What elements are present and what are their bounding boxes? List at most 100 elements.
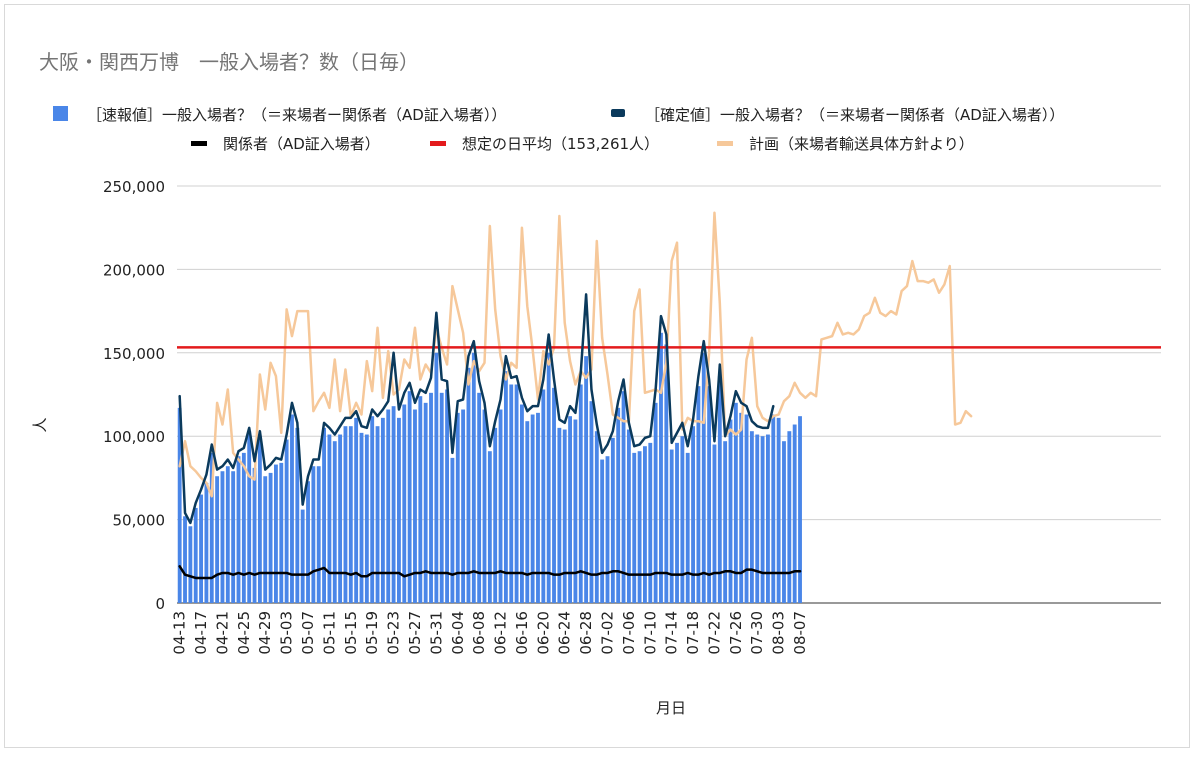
bar-prelim	[263, 476, 268, 603]
bar-prelim	[193, 507, 198, 603]
y-tick-label: 250,000	[103, 178, 165, 196]
x-tick-label: 07-14	[663, 611, 681, 655]
bar-prelim	[536, 412, 540, 603]
x-tick-label: 05-11	[320, 611, 338, 655]
x-tick-label: 07-02	[599, 611, 617, 655]
bar-prelim	[578, 384, 583, 603]
legend-label-plan: 計画（来場者輸送具体方針より）	[749, 135, 974, 153]
x-tick-label: 08-03	[770, 611, 788, 655]
bar-prelim	[439, 392, 444, 603]
bar-prelim	[343, 426, 348, 603]
bar-prelim	[733, 402, 738, 603]
bar-prelim	[798, 416, 802, 603]
x-tick-label: 05-15	[342, 611, 360, 655]
bar-prelim	[648, 442, 653, 603]
x-tick-label: 05-07	[299, 611, 317, 655]
bar-prelim	[546, 352, 551, 603]
y-tick-label: 150,000	[103, 345, 165, 363]
bar-prelim	[514, 384, 519, 603]
bar-prelim	[557, 427, 562, 603]
bar-prelim	[183, 516, 187, 603]
bar-prelim	[471, 352, 476, 603]
bar-prelim	[541, 389, 546, 603]
bar-prelim	[653, 402, 658, 603]
x-tick-label: 06-04	[449, 611, 467, 655]
line-staff	[178, 565, 802, 580]
bar-prelim	[375, 426, 380, 603]
bar-prelim	[241, 452, 246, 603]
bar-prelim	[573, 419, 578, 603]
line-plan	[178, 211, 973, 498]
bar-prelim	[525, 421, 530, 603]
x-axis-label: 月日	[656, 699, 686, 717]
bar-prelim	[776, 417, 781, 603]
bar-prelim	[386, 409, 391, 603]
x-tick-label: 05-31	[427, 611, 445, 655]
bar-prelim	[268, 472, 273, 603]
bar-prelim	[413, 409, 417, 603]
x-tick-label: 05-23	[385, 611, 403, 655]
bar-prelim	[257, 439, 262, 603]
bar-prelim	[199, 494, 203, 603]
x-tick-label: 07-10	[641, 611, 659, 655]
bar-prelim	[562, 429, 567, 603]
bar-prelim	[669, 449, 674, 603]
bar-prelim	[696, 386, 701, 603]
bar-prelim	[659, 332, 663, 603]
x-tick-label: 06-12	[492, 611, 510, 655]
line-series	[177, 211, 1161, 580]
bar-prelim	[466, 367, 471, 603]
x-tick-label: 06-20	[534, 611, 552, 655]
bar-prelim	[493, 427, 498, 603]
bar-prelim	[177, 407, 182, 603]
bar-prelim	[530, 414, 535, 603]
bar-prelim	[209, 452, 214, 603]
bar-prelim	[766, 434, 770, 603]
bar-prelim	[188, 526, 193, 603]
x-tick-label: 07-18	[684, 611, 702, 655]
bar-prelim	[407, 391, 412, 603]
x-tick-label: 05-19	[363, 611, 381, 655]
bar-prelim	[680, 436, 685, 603]
bar-prelim	[359, 432, 364, 603]
bar-prelim	[503, 371, 508, 603]
bar-series-prelim	[177, 332, 802, 603]
bar-prelim	[231, 471, 236, 603]
bar-prelim	[284, 439, 289, 603]
bar-prelim	[712, 444, 717, 603]
bar-prelim	[626, 429, 631, 603]
bar-prelim	[397, 417, 401, 603]
legend-label-staff: 関係者（AD証入場者）	[223, 135, 380, 153]
bar-prelim	[675, 442, 679, 603]
bar-prelim	[755, 434, 760, 603]
bar-prelim	[616, 407, 621, 603]
x-tick-label: 06-28	[577, 611, 595, 655]
legend-marker-confirmed	[611, 109, 625, 117]
bar-prelim	[274, 464, 278, 603]
x-tick-label: 05-03	[278, 611, 296, 655]
bar-prelim	[354, 417, 359, 603]
legend-marker-staff	[191, 141, 207, 146]
bar-prelim	[568, 416, 572, 603]
bar-prelim	[621, 391, 626, 603]
bar-prelim	[723, 441, 728, 603]
line-confirmed	[178, 293, 775, 525]
bar-prelim	[236, 456, 241, 603]
bar-prelim	[338, 434, 343, 603]
bar-prelim	[605, 456, 610, 603]
bar-prelim	[434, 352, 439, 603]
x-tick-label: 04-17	[192, 611, 210, 655]
x-axis-ticks: 04-13 04-17 04-21 04-25 04-29 05-03 05-07 05-11…	[171, 611, 809, 655]
x-tick-label: 06-16	[513, 611, 531, 655]
legend-label-prelim: ［速報値］一般入場者？（＝来場者ー関係者（AD証入場者））	[87, 106, 506, 124]
bar-prelim	[482, 409, 487, 603]
legend-marker-prelim	[53, 106, 68, 121]
bar-prelim	[610, 437, 615, 603]
chart-svg: 大阪・関西万博 一般入場者？数（日毎） ［速報値］一般入場者？（＝来場者ー関係者…	[31, 50, 1161, 717]
bar-prelim	[739, 412, 744, 603]
bar-prelim	[306, 481, 310, 603]
bar-prelim	[316, 466, 321, 603]
legend: ［速報値］一般入場者？（＝来場者ー関係者（AD証入場者）） ［確定値］一般入場者…	[53, 106, 1064, 153]
bar-prelim	[300, 509, 305, 603]
bar-prelim	[594, 431, 599, 603]
